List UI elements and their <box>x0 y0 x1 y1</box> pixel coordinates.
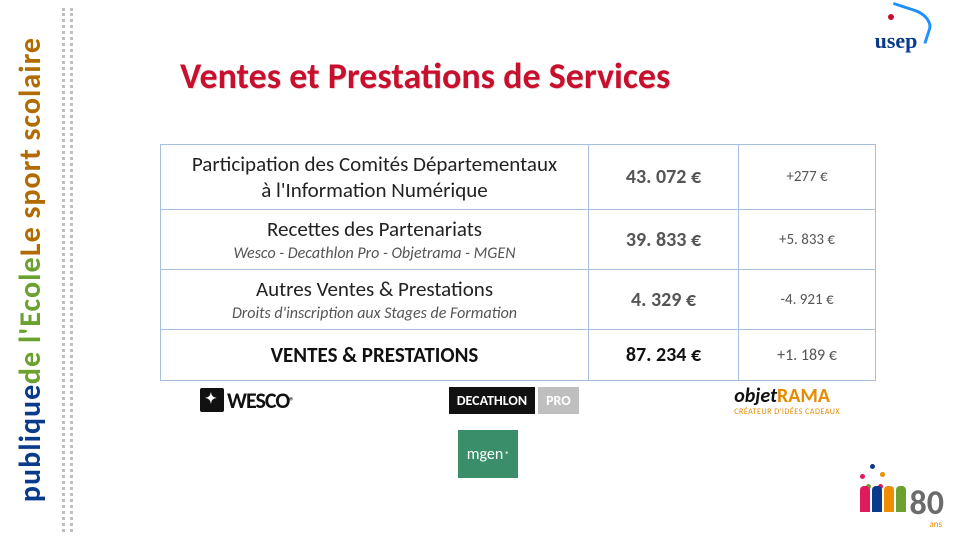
row-label-main: Participation des Comités Départementaux <box>169 151 580 177</box>
brand-seg-sport: Le sport scolaire <box>12 37 49 256</box>
objet-text: objet <box>734 384 777 408</box>
left-brand-bar: publique de l'Ecole Le sport scolaire <box>0 0 60 540</box>
people-icon <box>860 486 906 512</box>
row-label-main: Autres Ventes & Prestations <box>169 276 580 302</box>
row-amount: 4. 329 € <box>631 288 696 312</box>
mgen-text: mgen <box>467 445 504 464</box>
objetrama-logo: objetRAMA CRÉATEUR D'IDÉES CADEAUX <box>734 386 840 414</box>
row-label: Autres Ventes & Prestations Droits d'ins… <box>161 270 589 329</box>
wesco-text: WESCO <box>227 387 289 414</box>
dotted-divider-icon <box>62 8 65 532</box>
usep-logo: usep <box>850 10 942 72</box>
row-label: Participation des Comités Départementaux… <box>161 145 589 209</box>
row-label: Recettes des Partenariats Wesco - Decath… <box>161 210 589 269</box>
row-diff: +5. 833 € <box>779 231 835 249</box>
page-title: Ventes et Prestations de Services <box>180 54 840 98</box>
wesco-logo: WESCO® <box>200 386 293 414</box>
row-diff: +277 € <box>786 168 827 186</box>
table-row: Autres Ventes & Prestations Droits d'ins… <box>161 269 875 329</box>
sponsor-bar: WESCO® DECATHLON PRO objetRAMA CRÉATEUR … <box>200 380 840 420</box>
brand-seg-ecole: de l'Ecole <box>12 257 49 385</box>
total-amount: 87. 234 € <box>626 343 701 367</box>
row-diff: -4. 921 € <box>780 291 833 309</box>
brand-seg-publique: publique <box>12 384 49 502</box>
decathlon-text: DECATHLON <box>449 387 535 414</box>
row-label-sub: à l'Information Numérique <box>169 177 580 203</box>
row-label-sub: Wesco - Decathlon Pro - Objetrama - MGEN <box>169 244 580 263</box>
runner-icon <box>200 388 224 412</box>
row-label-main: Recettes des Partenariats <box>169 216 580 242</box>
table-row: Recettes des Partenariats Wesco - Decath… <box>161 209 875 269</box>
pro-text: PRO <box>538 387 579 414</box>
table-total-row: VENTES & PRESTATIONS 87. 234 € +1. 189 € <box>161 329 875 380</box>
anniversary-number: 80 <box>910 483 944 524</box>
table-row: Participation des Comités Départementaux… <box>161 145 875 209</box>
dot-icon <box>888 14 894 20</box>
row-amount: 43. 072 € <box>626 165 701 189</box>
total-diff: +1. 189 € <box>777 346 837 365</box>
row-label-sub: Droits d'inscription aux Stages de Forma… <box>169 304 580 323</box>
anniversary-logo: 80 ans <box>856 460 946 530</box>
objetrama-sub: CRÉATEUR D'IDÉES CADEAUX <box>734 408 840 416</box>
anniversary-ans: ans <box>929 519 942 530</box>
row-amount: 39. 833 € <box>626 228 701 252</box>
ventes-table: Participation des Comités Départementaux… <box>160 144 876 381</box>
total-label: VENTES & PRESTATIONS <box>161 330 589 380</box>
decathlon-pro-logo: DECATHLON PRO <box>449 386 579 414</box>
mgen-logo: mgen* <box>458 430 518 478</box>
rama-text: RAMA <box>777 384 830 408</box>
left-vertical-text: publique de l'Ecole Le sport scolaire <box>12 37 49 502</box>
dotted-divider-icon <box>70 8 73 532</box>
